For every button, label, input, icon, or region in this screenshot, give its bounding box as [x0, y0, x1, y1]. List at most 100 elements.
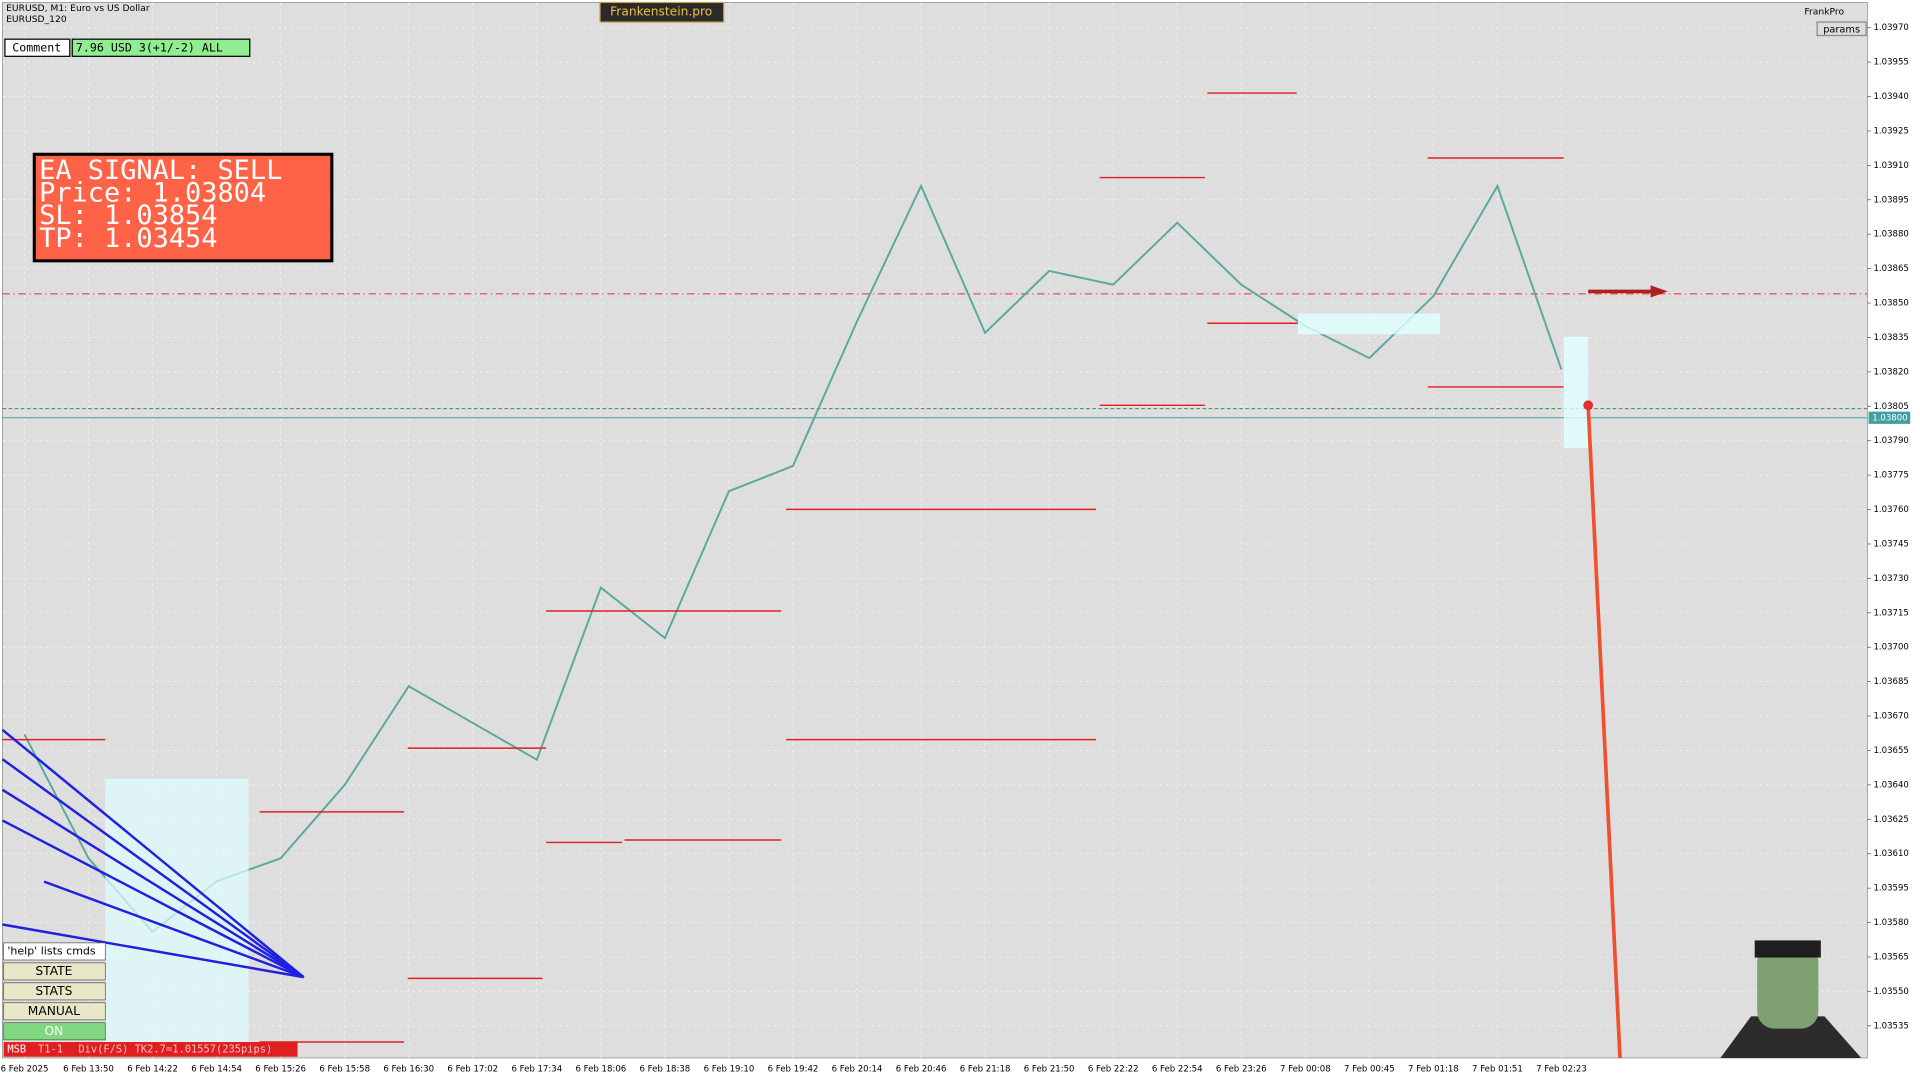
level-segments — [2, 92, 1564, 1043]
y-tick-label: 1.03550 — [1873, 987, 1908, 997]
params-label[interactable]: params — [1823, 24, 1860, 35]
y-tick-label: 1.03715 — [1873, 608, 1908, 618]
x-tick-label: 6 Feb 21:18 — [960, 1064, 1011, 1074]
x-tick-label: 6 Feb 22:22 — [1088, 1064, 1139, 1074]
x-tick-label: 6 Feb 17:02 — [447, 1064, 498, 1074]
x-tick-label: 6 Feb 15:26 — [255, 1064, 306, 1074]
y-tick-label: 1.03835 — [1873, 333, 1908, 343]
y-tick-label: 1.03955 — [1873, 58, 1908, 68]
projection-line — [1586, 405, 1622, 1059]
fan-line — [1, 728, 305, 979]
x-tick-label: 6 Feb 20:46 — [896, 1064, 947, 1074]
avatar-body — [1720, 1016, 1862, 1058]
y-tick-label: 1.03580 — [1873, 918, 1908, 928]
symbol: EURUSD, M1: Euro vs US Dollar — [6, 3, 150, 14]
button[interactable] — [3, 1002, 106, 1021]
fan-line — [1, 819, 305, 979]
x-tick-label: 6 Feb 14:54 — [191, 1064, 242, 1074]
comment-label-box — [4, 38, 71, 57]
y-tick-label: 1.03820 — [1873, 367, 1908, 377]
x-tick-label: 7 Feb 02:23 — [1536, 1064, 1587, 1074]
fan-line — [43, 880, 305, 979]
y-tick-label: 1.03910 — [1873, 161, 1908, 171]
x-tick-label: 6 Feb 23:26 — [1216, 1064, 1267, 1074]
signal-box — [32, 152, 334, 263]
comment-label: Comment — [12, 40, 61, 54]
status-item: MSB — [7, 1043, 26, 1055]
x-tick-label: 6 Feb 22:54 — [1152, 1064, 1203, 1074]
y-tick-label: 1.03880 — [1873, 230, 1908, 240]
button-label[interactable]: STATS — [35, 984, 72, 998]
status-item: T1-1 — [38, 1043, 63, 1055]
x-tick-label: 7 Feb 01:18 — [1408, 1064, 1459, 1074]
avatar-face — [1757, 945, 1819, 1029]
button-label[interactable]: 'help' lists cmds — [7, 944, 96, 957]
button-panel: 'help' lists cmds STATE STATS MANUAL ON — [3, 942, 106, 1041]
signal-line: TP: 1.03454 — [39, 223, 217, 254]
x-tick-label: 6 Feb 2025 — [1, 1064, 49, 1074]
comment-value: 7.96 USD 3(+1/-2) ALL — [76, 40, 223, 54]
y-tick-label: 1.03775 — [1873, 471, 1908, 481]
y-tick-label: 1.03745 — [1873, 539, 1908, 549]
x-tick-label: 7 Feb 00:08 — [1280, 1064, 1331, 1074]
button[interactable] — [3, 1022, 106, 1041]
button[interactable] — [3, 962, 106, 981]
y-tick-label: 1.03895 — [1873, 195, 1908, 205]
plot-layer — [2, 2, 1872, 1058]
x-tick-label: 6 Feb 13:50 — [63, 1064, 114, 1074]
x-tick-label: 6 Feb 18:38 — [640, 1064, 691, 1074]
status-bar — [3, 1042, 298, 1057]
signal-line: EA SIGNAL: SELL — [39, 155, 282, 186]
status-items: MSB T1-1 Div(F/S) TK2.7=1.01557(235pips) — [7, 1043, 272, 1055]
y-tick-label: 1.03670 — [1873, 712, 1908, 722]
x-tick-label: 6 Feb 19:10 — [704, 1064, 755, 1074]
y-tick-label: 1.03700 — [1873, 643, 1908, 653]
current-price-tag — [1868, 411, 1911, 424]
y-tick-label: 1.03685 — [1873, 677, 1908, 687]
y-tick-label: 1.03925 — [1873, 126, 1908, 136]
y-tick-label: 1.03790 — [1873, 436, 1908, 446]
button-label[interactable]: MANUAL — [28, 1004, 80, 1018]
entry-marker — [1583, 400, 1594, 411]
avatar — [1720, 940, 1862, 1058]
brand: Frankenstein.pro — [610, 5, 712, 19]
x-tick-label: 6 Feb 15:58 — [319, 1064, 370, 1074]
x-tick-label: 6 Feb 19:42 — [768, 1064, 819, 1074]
y-tick-label: 1.03865 — [1873, 264, 1908, 274]
y-tick-label: 1.03655 — [1873, 746, 1908, 756]
fan-line — [1, 758, 305, 979]
x-tick-label: 7 Feb 00:45 — [1344, 1064, 1395, 1074]
arrow-head — [1650, 285, 1668, 298]
current-price-label: 1.03800 — [1872, 413, 1907, 423]
y-tick-label: 1.03535 — [1873, 1021, 1908, 1031]
zone — [1297, 313, 1440, 335]
x-tick-label: 6 Feb 20:14 — [832, 1064, 883, 1074]
signal-line: Price: 1.03804 — [39, 178, 266, 209]
status-item: Div(F/S) TK2.7=1.01557(235pips) — [78, 1043, 272, 1055]
x-tick-label: 6 Feb 16:30 — [383, 1064, 434, 1074]
y-tick-label: 1.03850 — [1873, 299, 1908, 309]
comment-value-box — [71, 38, 251, 57]
x-tick-label: 6 Feb 18:06 — [575, 1064, 626, 1074]
button-label[interactable]: ON — [44, 1024, 63, 1038]
button[interactable] — [3, 982, 106, 1001]
x-tick-label: 6 Feb 14:22 — [127, 1064, 178, 1074]
fan-line — [2, 923, 304, 979]
zone — [1563, 336, 1589, 449]
button[interactable] — [3, 942, 106, 961]
brand-box — [599, 1, 725, 23]
y-tick-label: 1.03625 — [1873, 815, 1908, 825]
y-tick-label: 1.03595 — [1873, 884, 1908, 894]
subtitle: EURUSD_120 — [6, 14, 67, 25]
x-tick-label: 7 Feb 01:51 — [1472, 1064, 1523, 1074]
y-tick-label: 1.03970 — [1873, 23, 1908, 33]
x-tick-label: 6 Feb 17:34 — [511, 1064, 562, 1074]
avatar-hair — [1754, 940, 1821, 958]
params-button[interactable] — [1816, 21, 1867, 37]
button-label[interactable]: STATE — [35, 964, 72, 978]
y-tick-label: 1.03940 — [1873, 92, 1908, 102]
fan-lines — [1, 728, 305, 979]
y-tick-label: 1.03565 — [1873, 952, 1908, 962]
